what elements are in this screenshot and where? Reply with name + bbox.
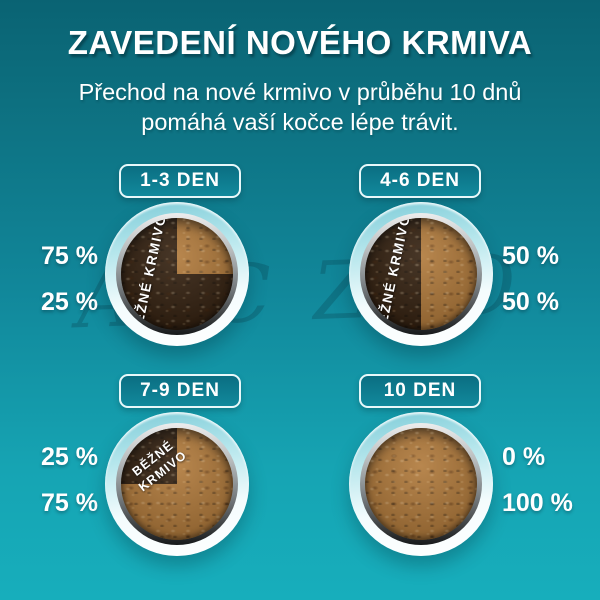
food-bowl: BĚŽNÉ KRMIVO (105, 202, 249, 346)
subtitle: Přechod na nové krmivo v průběhu 10 dnů … (0, 77, 600, 137)
subtitle-line-1: Přechod na nové krmivo v průběhu 10 dnů (78, 79, 522, 105)
kibble-mix: BĚŽNÉ KRMIVO (365, 218, 477, 330)
new-food-percent: 75 % (41, 489, 98, 517)
day-range-badge: 4-6 DEN (359, 164, 481, 198)
percent-labels: 25 % 75 % (40, 443, 98, 518)
percent-labels: 75 % 25 % (40, 242, 98, 317)
food-bowl (349, 412, 493, 556)
subtitle-line-2: pomáhá vaší kočce lépe trávit. (141, 109, 459, 136)
new-food-percent: 25 % (41, 288, 98, 316)
old-food-percent: 50 % (502, 242, 559, 270)
old-food-percent: 75 % (41, 242, 98, 270)
food-bowl: BĚŽNÉ KRMIVO (349, 202, 493, 346)
panel-day-1-3: 1-3 DEN 75 % 25 % BĚŽNÉ KRMIVO (41, 160, 300, 370)
food-bowl: BĚŽNÉ KRMIVO (105, 412, 249, 556)
new-food-percent: 50 % (502, 288, 559, 316)
page-title: ZAVEDENÍ NOVÉHO KRMIVA (67, 24, 533, 61)
bowl-rim: BĚŽNÉ KRMIVO (116, 213, 238, 335)
bowl-rim: BĚŽNÉ KRMIVO (360, 213, 482, 335)
percent-labels: 50 % 50 % (502, 242, 600, 317)
panel-day-4-6: 4-6 DEN 50 % 50 % BĚŽNÉ KRMIVO (300, 160, 559, 370)
percent-labels: 0 % 100 % (502, 443, 600, 518)
panel-day-10: 10 DEN 0 % 100 % (300, 370, 573, 580)
old-food-label: BĚŽNÉ KRMIVO (128, 218, 170, 330)
kibble-mix (365, 428, 477, 540)
old-food-percent: 0 % (502, 443, 546, 471)
old-food-label: BĚŽNÉ KRMIVO (125, 435, 190, 496)
day-range-badge: 1-3 DEN (119, 164, 241, 198)
bowl-rim (360, 423, 482, 545)
bowl-rim: BĚŽNÉ KRMIVO (116, 423, 238, 545)
kibble-mix: BĚŽNÉ KRMIVO (121, 218, 233, 330)
panel-day-7-9: 7-9 DEN 25 % 75 % BĚŽNÉ KRMIVO (41, 370, 300, 580)
kibble-mix: BĚŽNÉ KRMIVO (121, 428, 233, 540)
header: ZAVEDENÍ NOVÉHO KRMIVA Přechod na nové k… (0, 0, 600, 137)
old-food-percent: 25 % (41, 443, 98, 471)
day-range-badge: 10 DEN (359, 374, 481, 408)
new-food-percent: 100 % (502, 489, 573, 517)
day-range-badge: 7-9 DEN (119, 374, 241, 408)
old-food-label: BĚŽNÉ KRMIVO (372, 218, 414, 330)
